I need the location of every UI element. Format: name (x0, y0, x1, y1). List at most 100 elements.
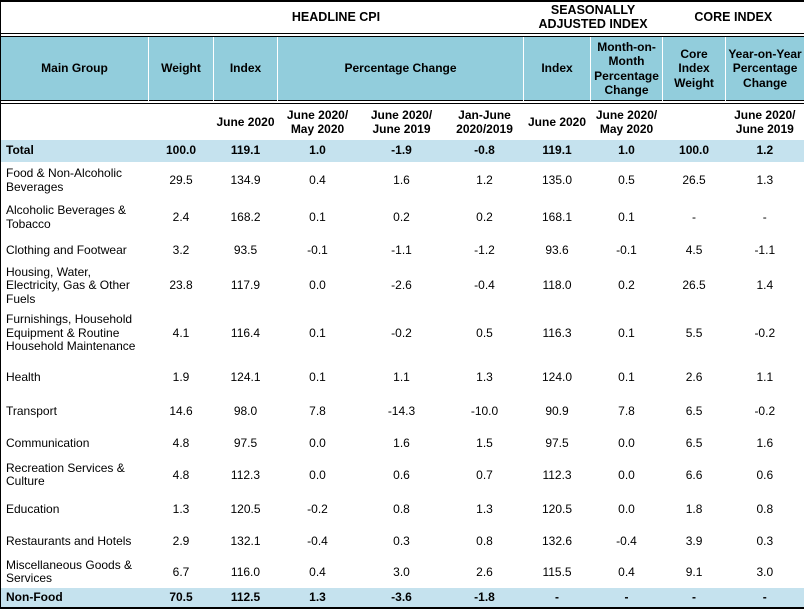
cell-value: 1.2 (725, 140, 804, 162)
cell-value: - (692, 209, 697, 224)
cell-value: - (590, 588, 663, 609)
cell-value: -0.4 (307, 533, 328, 548)
cell-value: 4.5 (685, 243, 703, 258)
cell-value: -0.2 (391, 325, 412, 340)
cell-value: 124.1 (230, 369, 261, 384)
cell-value: - (762, 209, 767, 224)
cell-value: 116.4 (230, 325, 261, 340)
cell-value: 4.8 (172, 467, 190, 482)
row-label: Housing, Water, Electricity, Gas & Other… (6, 266, 130, 306)
cell-value: 168.1 (542, 209, 573, 224)
cell-value: 119.1 (523, 140, 591, 162)
cell-value: 112.3 (542, 467, 572, 482)
cell-value: 0.0 (309, 278, 326, 293)
cell-value: 29.5 (169, 172, 193, 187)
cell-value: -0.4 (474, 278, 495, 293)
cell-value: 3.0 (756, 564, 774, 579)
cell-value: 4.1 (172, 325, 190, 340)
cell-value: 112.3 (230, 467, 261, 482)
cell-value: 132.6 (542, 533, 573, 548)
row-label: Recreation Services & Culture (6, 460, 125, 489)
table-row: Communication 4.8 97.5 0.0 1.6 1.5 97.5 0.0 6.5 1… (1, 428, 804, 458)
cell-value: 115.5 (542, 564, 572, 579)
row-label: Education (6, 501, 60, 516)
subheader-janjune-2020-2019: Jan-June 2020/2019 (445, 103, 524, 140)
header-weight: Weight (148, 36, 214, 101)
cell-value: 70.5 (148, 588, 214, 609)
cell-value: 0.6 (393, 467, 410, 482)
cell-value: -1.1 (391, 243, 412, 258)
cell-value: 0.8 (393, 501, 410, 516)
cell-value: 119.1 (213, 140, 278, 162)
cell-value: 1.6 (756, 435, 774, 450)
cell-value: -1.8 (445, 588, 524, 609)
cell-value: 0.2 (476, 209, 493, 224)
cell-value: -0.4 (616, 533, 637, 548)
cell-value: 0.0 (618, 467, 635, 482)
cell-value: 0.1 (618, 369, 635, 384)
cell-value: 1.6 (393, 435, 410, 450)
cell-value: 120.5 (230, 501, 261, 516)
row-label: Furnishings, Household Equipment & Routi… (6, 312, 136, 354)
cell-value: 0.5 (476, 325, 493, 340)
cell-value: 118.0 (542, 278, 572, 293)
cell-value: 0.5 (618, 172, 635, 187)
cell-value: -0.2 (307, 501, 328, 516)
table-row: Housing, Water, Electricity, Gas & Other… (1, 266, 804, 306)
cell-value: 116.3 (542, 325, 572, 340)
cell-value: 100.0 (662, 140, 726, 162)
cell-value: 2.4 (172, 209, 190, 224)
cell-value: 1.2 (476, 172, 493, 187)
cell-value: 1.3 (476, 369, 493, 384)
subheader-blank (0, 103, 149, 140)
cell-value: 135.0 (542, 172, 573, 187)
row-label: Clothing and Footwear (6, 243, 127, 258)
cell-value: -0.8 (445, 140, 524, 162)
cell-value: 0.0 (618, 435, 635, 450)
cell-value: 1.3 (756, 172, 774, 187)
cell-value: 1.3 (277, 588, 358, 609)
cell-value: 0.1 (309, 325, 326, 340)
cell-value: 120.5 (542, 501, 573, 516)
header-sa-index: Index (523, 36, 591, 101)
cell-value: 9.1 (685, 564, 703, 579)
cell-value: 0.1 (309, 209, 326, 224)
cell-value: 23.8 (169, 278, 193, 293)
table-row: Recreation Services & Culture 4.8 112.3 0.0… (1, 458, 804, 492)
cell-value: -2.6 (391, 278, 412, 293)
group-header-seasonally-adjusted: SEASONALLY ADJUSTED INDEX (523, 1, 663, 34)
cell-value: 0.0 (618, 501, 635, 516)
cell-value: 3.0 (393, 564, 410, 579)
cell-value: 0.3 (756, 533, 774, 548)
cell-value: 1.0 (277, 140, 358, 162)
cell-value: -0.1 (307, 243, 328, 258)
cell-value: 1.1 (393, 369, 410, 384)
cell-value: 1.8 (685, 501, 703, 516)
cell-value: 134.9 (230, 172, 261, 187)
table-row: Total 100.0 119.1 1.0 -1.9 -0.8 119.1 1.0 100.0 1… (0, 140, 804, 162)
cell-value: 26.5 (682, 172, 706, 187)
cell-value: 26.5 (682, 278, 706, 293)
table-row: Restaurants and Hotels 2.9 132.1 -0.4 0.3 0.8… (1, 526, 804, 556)
group-header-headline-cpi: HEADLINE CPI (148, 1, 524, 34)
cell-value: 98.0 (233, 403, 258, 418)
table-row: Alcoholic Beverages & Tobacco 2.4 168.2 0.1… (1, 199, 804, 236)
cell-value: 7.8 (309, 403, 326, 418)
cell-value: -1.2 (474, 243, 495, 258)
table-row: Miscellaneous Goods & Services 6.7 116.0 0.… (1, 556, 804, 588)
table-row: Clothing and Footwear 3.2 93.5 -0.1 -1.1 -1.2… (1, 236, 804, 266)
cell-value: 93.5 (233, 243, 258, 258)
cell-value: 1.1 (756, 369, 774, 384)
table-row: Food & Non-Alcoholic Beverages 29.5 134.9 0… (1, 162, 804, 199)
cell-value: - (523, 588, 591, 609)
row-label: Non-Food (0, 588, 149, 609)
row-label: Transport (6, 403, 57, 418)
cell-value: 97.5 (545, 435, 569, 450)
sub-header-row: June 2020 June 2020/ May 2020 June 2020/… (0, 103, 804, 140)
cell-value: -3.6 (357, 588, 446, 609)
cell-value: 0.4 (309, 564, 326, 579)
cell-value: 0.3 (393, 533, 410, 548)
table-row: Transport 14.6 98.0 7.8 -14.3 -10.0 90.9 7.8 6.5… (1, 394, 804, 428)
